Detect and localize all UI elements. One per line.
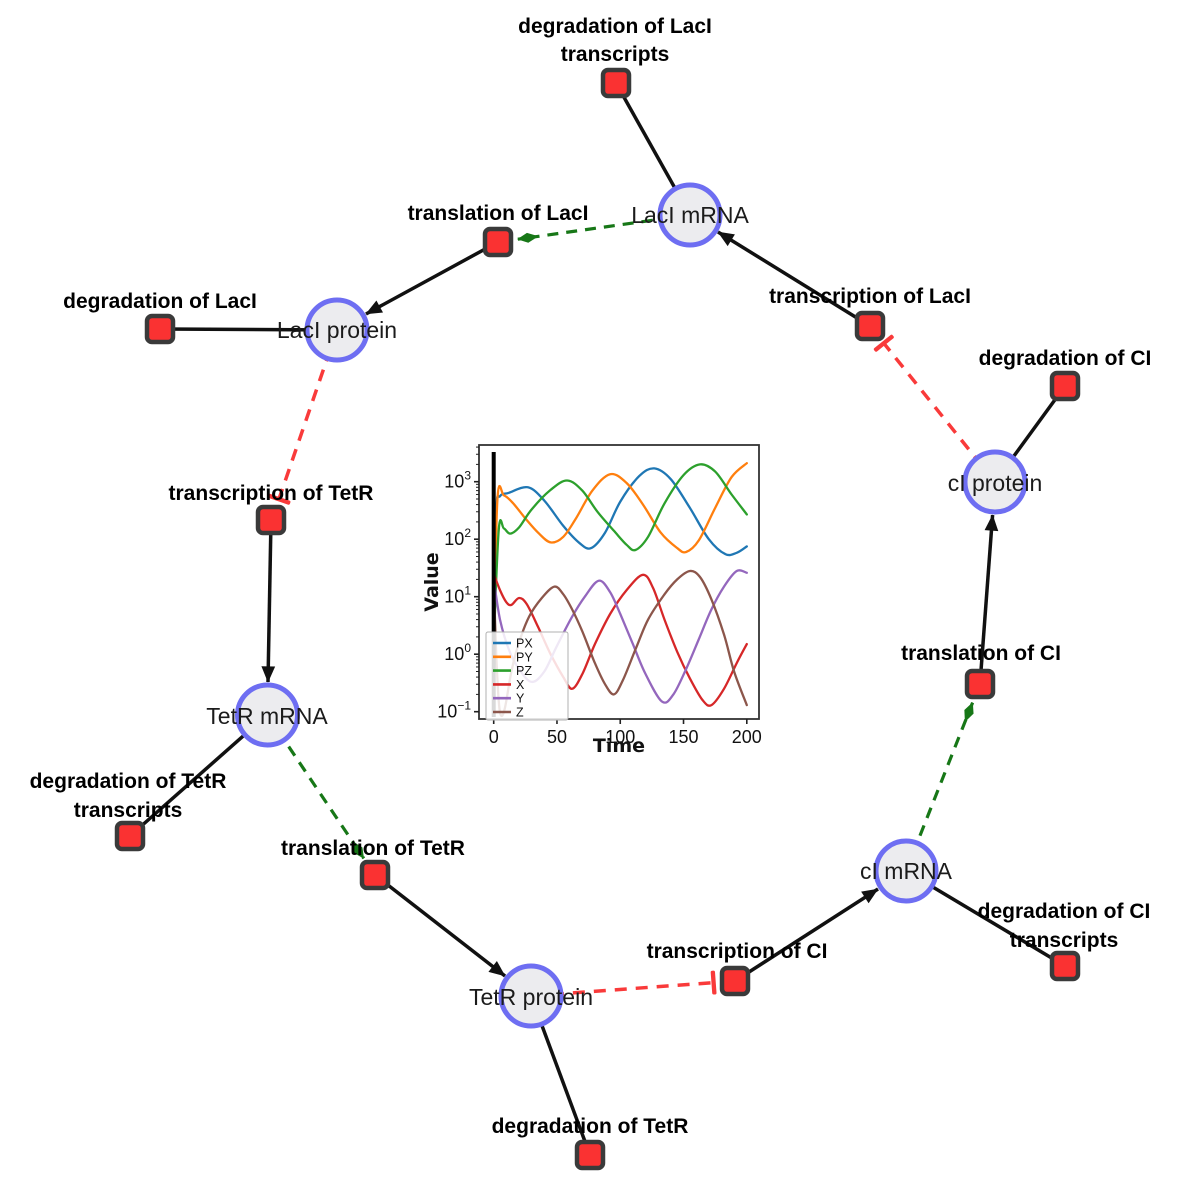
species-label-laci-protein: LacI protein xyxy=(277,317,397,343)
label-layer: LacI mRNA LacI protein TetR mRNA TetR pr… xyxy=(30,15,1152,1138)
reaction-label-transcription-of-ci: transcription of CI xyxy=(647,940,828,963)
series-line-px xyxy=(492,467,748,646)
edge-translation-of-laci-to-laci-protein xyxy=(365,240,499,316)
reaction-node-transcription-of-laci xyxy=(854,310,886,342)
edge-transcription-of-laci-to-laci-mrna xyxy=(717,230,871,328)
reaction-label-degradation-of-tetr-transcripts-1: degradation of TetR xyxy=(30,770,227,793)
series-line-pz xyxy=(492,463,748,646)
edge-transcription-of-tetr-to-tetr-mrna xyxy=(261,519,276,683)
reaction-node-degradation-of-laci xyxy=(144,313,176,345)
svg-text:50: 50 xyxy=(547,727,567,747)
legend-entry-pz: PZ xyxy=(516,664,532,678)
reaction-node-degradation-of-tetr xyxy=(574,1139,606,1171)
reaction-node-translation-of-laci xyxy=(482,226,514,258)
svg-text:150: 150 xyxy=(669,727,699,747)
species-label-ci-mrna: cI mRNA xyxy=(860,858,953,884)
species-node-ci-protein xyxy=(962,449,1028,515)
svg-text:100: 100 xyxy=(605,727,635,747)
y-axis-label: Value xyxy=(421,552,443,611)
reaction-label-degradation-of-tetr-transcripts-2: transcripts xyxy=(74,799,183,822)
legend-entry-y: Y xyxy=(516,692,525,706)
series-line-x xyxy=(492,572,748,707)
reaction-label-degradation-of-ci-transcripts-1: degradation of CI xyxy=(978,900,1151,923)
reaction-label-degradation-of-ci: degradation of CI xyxy=(979,347,1152,370)
reaction-node-degradation-of-laci-transcripts xyxy=(600,67,632,99)
species-node-tetr-mrna xyxy=(235,682,300,748)
reaction-node-degradation-of-tetr-transcripts xyxy=(114,820,146,852)
series-line-py xyxy=(492,462,748,646)
reaction-node-translation-of-tetr xyxy=(359,859,391,891)
species-label-tetr-protein: TetR protein xyxy=(469,984,593,1010)
species-node-laci-protein xyxy=(304,297,370,363)
species-label-ci-protein: cI protein xyxy=(948,470,1043,496)
reaction-label-degradation-of-laci-transcripts-1: degradation of LacI xyxy=(518,15,712,38)
reaction-label-degradation-of-laci: degradation of LacI xyxy=(63,290,257,313)
legend-entry-px: PX xyxy=(516,637,533,651)
reaction-label-translation-of-tetr: translation of TetR xyxy=(281,837,465,860)
plot-curves xyxy=(492,462,748,718)
svg-text:0: 0 xyxy=(489,727,499,747)
reaction-label-transcription-of-laci: transcription of LacI xyxy=(769,285,971,308)
species-label-laci-mrna: LacI mRNA xyxy=(631,202,749,228)
edge-translation-of-ci-to-ci-protein xyxy=(978,514,999,685)
reaction-node-transcription-of-ci xyxy=(719,965,751,997)
reaction-node-translation-of-ci xyxy=(964,668,996,700)
reaction-label-degradation-of-tetr: degradation of TetR xyxy=(492,1115,689,1138)
reaction-label-translation-of-laci: translation of LacI xyxy=(408,202,589,225)
legend-entry-py: PY xyxy=(516,650,533,664)
reaction-node-transcription-of-tetr xyxy=(255,504,287,536)
node-layer xyxy=(114,67,1081,1171)
edge-transcription-of-ci-to-ci-mrna xyxy=(734,887,879,983)
edge-translation-of-tetr-to-tetr-protein xyxy=(373,873,507,978)
reaction-label-degradation-of-ci-transcripts-2: transcripts xyxy=(1010,929,1119,952)
reaction-label-transcription-of-tetr: transcription of TetR xyxy=(169,482,374,505)
reaction-node-degradation-of-ci-transcripts xyxy=(1049,950,1081,982)
species-label-tetr-mrna: TetR mRNA xyxy=(206,703,328,729)
species-node-ci-mrna xyxy=(873,838,939,904)
species-node-tetr-protein xyxy=(498,963,564,1029)
reaction-label-translation-of-ci: translation of CI xyxy=(901,642,1061,665)
legend-entry-z: Z xyxy=(516,706,524,720)
species-node-laci-mrna xyxy=(657,182,723,248)
x-axis-label: Time xyxy=(593,735,645,757)
reaction-label-degradation-of-laci-transcripts-2: transcripts xyxy=(561,43,670,66)
svg-text:200: 200 xyxy=(732,727,762,747)
legend-entry-x: X xyxy=(516,678,525,692)
reaction-node-degradation-of-ci xyxy=(1049,370,1081,402)
